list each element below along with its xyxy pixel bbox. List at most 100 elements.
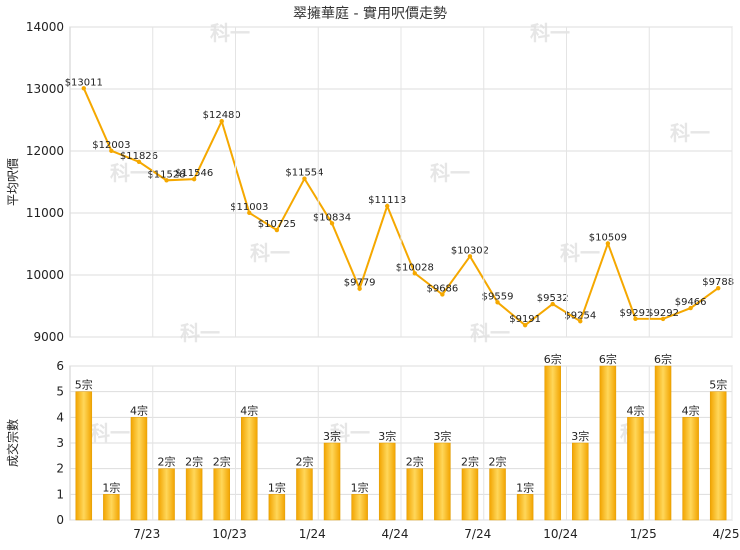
volume-bar: [599, 365, 617, 521]
volume-y-tick-label: 0: [56, 513, 64, 527]
price-point: [440, 292, 445, 297]
price-point: [109, 148, 114, 154]
volume-y-tick-label: 5: [56, 385, 64, 399]
volume-bar: [654, 365, 672, 521]
x-tick-label: 1/24: [299, 527, 326, 541]
price-data-label: $11554: [285, 168, 323, 179]
price-y-tick-label: 11000: [26, 206, 64, 220]
volume-bar: [434, 442, 451, 521]
price-y-tick-label: 12000: [26, 144, 64, 158]
price-point: [578, 319, 583, 324]
volume-bar: [627, 417, 644, 521]
volume-data-label: 2宗: [295, 455, 313, 469]
watermark-text: 科一: [530, 21, 570, 45]
price-data-label: $11546: [175, 168, 213, 179]
volume-data-label: 4宗: [130, 403, 148, 417]
watermark-text: 科一: [470, 321, 510, 345]
price-y-tick-label: 10000: [26, 268, 64, 282]
price-data-label: $11113: [368, 195, 406, 206]
price-data-label: $12003: [92, 140, 130, 151]
x-tick-label: 4/24: [382, 527, 409, 541]
watermark-text: 科一: [90, 421, 130, 445]
price-y-tick-label: 14000: [26, 20, 64, 34]
price-data-label: $9559: [482, 291, 514, 302]
volume-data-label: 4宗: [682, 403, 700, 417]
volume-data-label: 2宗: [158, 455, 176, 469]
volume-data-label: 4宗: [626, 403, 644, 417]
volume-bar: [406, 468, 424, 521]
price-data-label: $9466: [675, 297, 707, 308]
x-tick-label: 10/23: [212, 527, 247, 541]
price-data-label: $9532: [537, 293, 569, 304]
price-point: [605, 241, 611, 246]
price-point: [136, 159, 142, 164]
x-tick-label: 1/25: [630, 527, 657, 541]
price-point: [688, 305, 693, 311]
volume-y-tick-label: 4: [56, 410, 64, 424]
volume-data-label: 2宗: [461, 455, 479, 469]
volume-y-tick-label: 6: [56, 359, 64, 373]
price-point: [412, 271, 417, 276]
volume-bar: [103, 494, 120, 521]
volume-data-label: 5宗: [709, 378, 727, 392]
volume-data-label: 2宗: [406, 455, 424, 469]
price-point: [385, 203, 390, 209]
volume-data-label: 3宗: [433, 429, 451, 443]
price-data-label: $11528: [147, 169, 185, 180]
volume-bar: [185, 468, 203, 521]
volume-data-label: 3宗: [571, 429, 589, 443]
price-point: [302, 176, 307, 181]
volume-bar: [572, 442, 589, 521]
volume-bar: [709, 391, 727, 521]
volume-data-label: 1宗: [516, 480, 534, 494]
price-point: [716, 285, 721, 291]
volume-bar: [461, 468, 479, 521]
price-y-tick-label: 9000: [33, 330, 64, 344]
price-point: [633, 316, 638, 322]
volume-data-label: 1宗: [351, 480, 369, 494]
x-tick-label: 10/24: [543, 527, 578, 541]
watermark-text: 科一: [250, 241, 290, 265]
price-data-label: $10725: [258, 219, 296, 230]
price-data-label: $10302: [451, 245, 489, 256]
volume-panel: 0 1 2 3 4 5 6 成交宗數 5宗 1宗 4宗 2宗 2宗 2宗 4宗 1宗 2宗 3宗 1宗 3宗 2宗 3宗 2…: [5, 352, 733, 527]
price-data-label: $9292: [647, 308, 679, 319]
volume-bar: [241, 417, 258, 521]
watermark-text: 科一: [210, 21, 250, 45]
price-data-label: $11826: [120, 151, 158, 162]
price-data-label: $9293: [620, 308, 652, 319]
price-data-label: $11003: [230, 202, 268, 213]
price-data-label: $9686: [426, 283, 458, 294]
volume-data-label: 6宗: [544, 352, 562, 366]
x-tick-label: 7/24: [464, 527, 491, 541]
volume-data-label: 4宗: [240, 403, 258, 417]
volume-bar: [323, 442, 341, 521]
price-y-tick-label: 13000: [26, 82, 64, 96]
price-data-label: $9254: [564, 310, 596, 321]
watermark-text: 科一: [670, 121, 710, 145]
volume-y-tick-label: 3: [56, 436, 64, 450]
volume-y-tick-label: 2: [56, 462, 64, 476]
price-data-label: $9191: [509, 314, 541, 325]
volume-bar: [75, 391, 93, 521]
volume-bar: [378, 442, 396, 521]
volume-bar: [351, 494, 368, 521]
volume-data-label: 3宗: [323, 429, 341, 443]
price-y-axis-label: 平均呎價: [6, 158, 20, 206]
price-point: [81, 86, 86, 91]
volume-bar: [489, 468, 506, 521]
price-data-label: $9788: [702, 277, 734, 288]
volume-bar: [213, 468, 230, 521]
volume-bar: [130, 417, 148, 521]
x-tick-label: 7/23: [133, 527, 160, 541]
price-data-label: $10028: [396, 262, 434, 273]
price-point: [219, 119, 224, 124]
volume-data-label: 1宗: [268, 480, 286, 494]
x-axis: 7/23 10/23 1/24 4/24 7/24 10/24 1/25 4/25: [133, 27, 739, 541]
volume-bar: [544, 365, 561, 521]
price-data-label: $9779: [344, 278, 376, 289]
watermark-text: 科一: [430, 161, 470, 185]
volume-data-label: 3宗: [378, 429, 396, 443]
price-data-label: $10834: [313, 212, 351, 223]
